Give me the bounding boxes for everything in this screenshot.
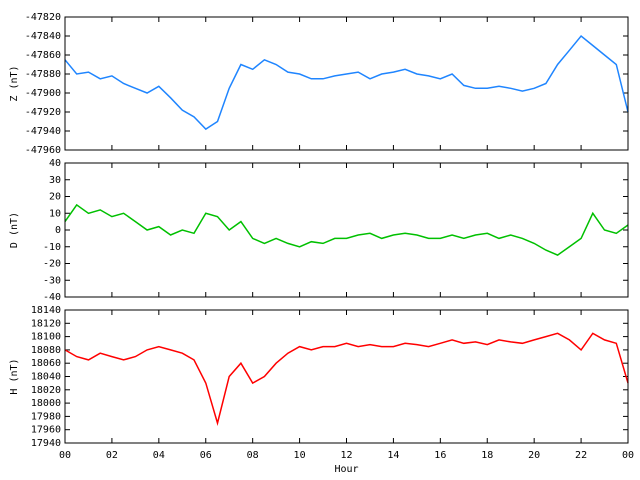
y-tick-label: -30 (43, 275, 61, 286)
y-tick-label: 18080 (31, 345, 61, 356)
y-axis-label: D (nT) (9, 212, 20, 248)
x-tick-label: 18 (481, 450, 493, 461)
x-axis-label: Hour (334, 464, 358, 475)
plot-frame (64, 309, 629, 444)
data-line (64, 34, 629, 131)
x-tick-label: 16 (434, 450, 446, 461)
y-tick-label: 17980 (31, 411, 61, 422)
y-tick-label: -47840 (25, 31, 61, 42)
y-tick-label: 17940 (31, 438, 61, 449)
data-line (64, 203, 629, 256)
y-tick-label: 18020 (31, 385, 61, 396)
data-line (64, 332, 629, 426)
y-tick-label: 20 (49, 192, 61, 203)
y-tick-label: 18140 (31, 305, 61, 316)
y-tick-label: 18100 (31, 332, 61, 343)
y-tick-label: -47960 (25, 145, 61, 156)
plot-frame (64, 162, 629, 298)
x-tick-label: 12 (340, 450, 352, 461)
x-tick-label: 06 (200, 450, 212, 461)
x-tick-label: 00 (59, 450, 71, 461)
y-tick-label: 18040 (31, 372, 61, 383)
x-tick-label: 22 (575, 450, 587, 461)
y-tick-label: 18000 (31, 398, 61, 409)
y-tick-label: 30 (49, 175, 61, 186)
y-tick-label: -47820 (25, 12, 61, 23)
x-tick-label: 04 (153, 450, 165, 461)
x-tick-label: 08 (247, 450, 259, 461)
y-tick-label: 17960 (31, 425, 61, 436)
x-tick-label: 20 (528, 450, 540, 461)
y-tick-label: 10 (49, 208, 61, 219)
x-tick-label: 14 (387, 450, 399, 461)
y-tick-label: -20 (43, 259, 61, 270)
y-tick-label: -47920 (25, 107, 61, 118)
y-tick-label: -47880 (25, 69, 61, 80)
y-tick-label: -40 (43, 292, 61, 303)
y-tick-label: 18120 (31, 318, 61, 329)
x-tick-label: 00 (622, 450, 634, 461)
x-tick-label: 10 (294, 450, 306, 461)
y-tick-label: -47940 (25, 126, 61, 137)
y-axis-label: H (nT) (9, 358, 20, 394)
plot-frame (64, 16, 629, 151)
y-tick-label: -47860 (25, 50, 61, 61)
y-tick-label: -10 (43, 242, 61, 253)
y-tick-label: 0 (55, 225, 61, 236)
y-axis-label: Z (nT) (9, 65, 20, 101)
x-tick-label: 02 (106, 450, 118, 461)
y-tick-label: -47900 (25, 88, 61, 99)
y-tick-label: 18060 (31, 358, 61, 369)
y-tick-label: 40 (49, 158, 61, 169)
